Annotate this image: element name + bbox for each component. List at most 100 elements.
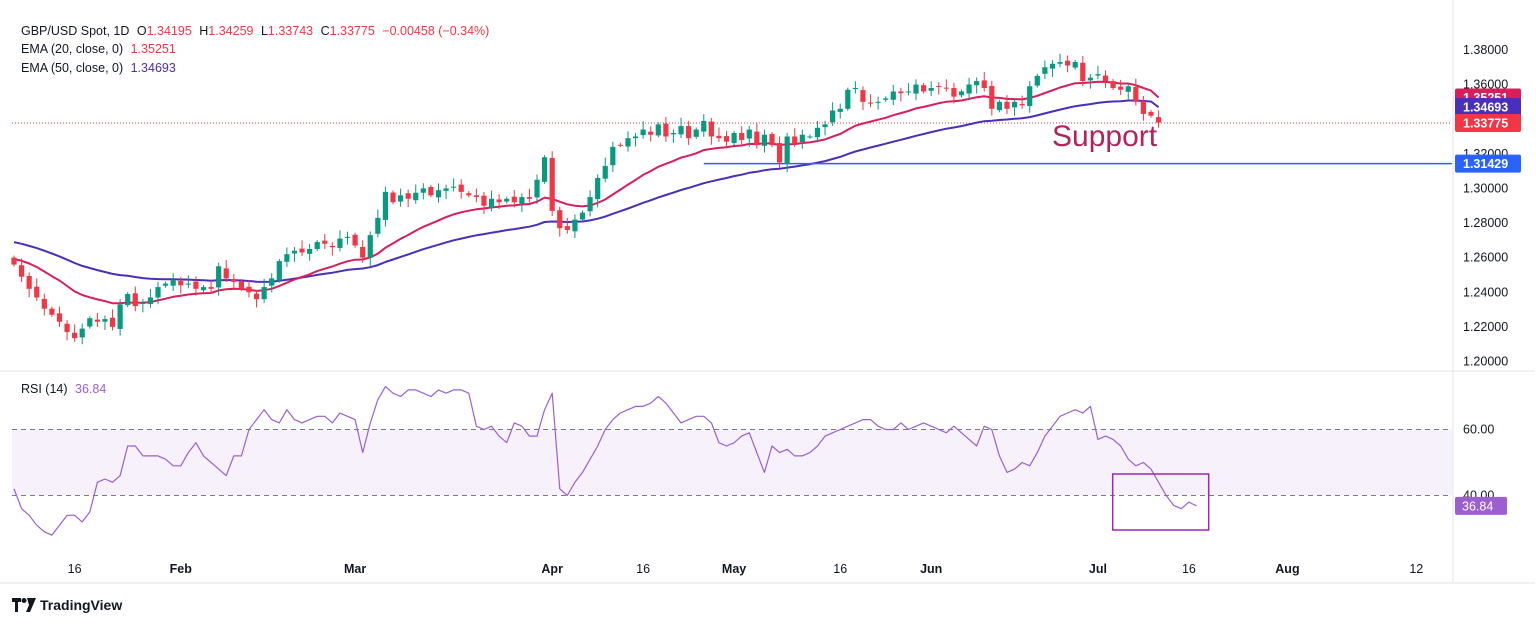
candle-body — [822, 124, 828, 128]
candle-body — [595, 178, 601, 200]
candle-body — [140, 302, 146, 305]
candle-body — [898, 91, 904, 94]
ohlc-legend: GBP/USD Spot, 1D O1.34195 H1.34259 L1.33… — [21, 24, 493, 38]
candle-body — [382, 191, 389, 220]
symbol-label[interactable]: GBP/USD Spot, 1D — [21, 24, 130, 38]
candle-body — [723, 136, 730, 142]
candle-body — [109, 317, 116, 327]
candle-body — [716, 135, 722, 139]
support-annotation: Support — [1052, 120, 1158, 153]
time-axis[interactable]: 16 Feb Mar Apr 16 May 16 Jun Jul 16 Aug 12 — [68, 562, 1424, 576]
price-tick-label: 1.30000 — [1463, 181, 1508, 195]
candle-body — [648, 131, 654, 135]
price-label-text: 1.33775 — [1463, 117, 1508, 131]
candle-body — [314, 242, 320, 249]
candle-body — [291, 250, 298, 254]
candle-body — [670, 133, 677, 135]
low-label: L — [260, 24, 268, 38]
candle-body — [102, 319, 108, 322]
candle-body — [913, 84, 919, 94]
open-label: O — [136, 24, 147, 38]
candle-body — [542, 157, 548, 182]
candle-body — [253, 293, 260, 300]
candle-body — [617, 144, 623, 146]
candle-body — [883, 98, 889, 100]
candle-body — [875, 101, 881, 103]
time-tick-label: May — [722, 562, 746, 576]
candle-body — [261, 287, 267, 300]
rsi-band-fill — [12, 429, 1452, 496]
candle-body — [1133, 86, 1139, 102]
price-tick-label: 1.38000 — [1463, 43, 1508, 57]
candle-body — [375, 217, 381, 234]
candle-body — [761, 134, 768, 146]
candle-body — [928, 88, 934, 91]
candle-body — [1034, 75, 1040, 86]
time-tick-label: 16 — [1182, 562, 1196, 576]
candle-body — [1140, 101, 1147, 114]
candle-body — [845, 89, 851, 109]
candle-body — [466, 193, 472, 196]
candle-body — [246, 286, 252, 293]
candle-body — [837, 108, 843, 112]
candle-body — [519, 197, 525, 204]
candle-body — [739, 133, 745, 140]
candle-body — [451, 186, 457, 188]
rsi-value: 36.84 — [75, 382, 107, 396]
rsi-label: RSI (14) — [21, 382, 68, 396]
candle-body — [397, 195, 404, 202]
candle-body — [276, 261, 282, 281]
price-tick-label: 1.22000 — [1463, 320, 1508, 334]
candle-body — [996, 101, 1002, 111]
time-tick-label: 12 — [1409, 562, 1423, 576]
candle-body — [951, 88, 957, 97]
price-tick-label: 1.20000 — [1463, 355, 1508, 369]
rsi-legend[interactable]: RSI (14) 36.84 — [21, 382, 110, 396]
ema50-value: 1.34693 — [130, 61, 176, 75]
candle-body — [428, 187, 434, 196]
candle-body — [163, 283, 169, 286]
rsi-label-text: 36.84 — [1462, 499, 1493, 513]
rsi-highlight-box — [1111, 473, 1210, 531]
candle-body — [443, 188, 449, 191]
candle-body — [322, 240, 328, 244]
time-tick-label: 16 — [833, 562, 847, 576]
candle-body — [473, 195, 479, 198]
candle-body — [117, 304, 123, 329]
candle-body — [41, 298, 47, 309]
candle-body — [200, 287, 207, 291]
candle-body — [792, 136, 798, 144]
candle-body — [943, 87, 949, 89]
candle-body — [564, 226, 570, 230]
candle-body — [958, 91, 965, 96]
tradingview-brand[interactable]: TradingView — [12, 597, 122, 613]
candle-body — [178, 280, 184, 286]
price-label-tag — [1455, 114, 1521, 133]
candle-body — [1155, 117, 1162, 123]
candle-body — [852, 88, 858, 90]
candle-body — [1065, 60, 1071, 66]
tradingview-logo-icon — [12, 598, 36, 612]
candle-body — [830, 110, 836, 123]
candle-body — [420, 188, 426, 193]
candle-body — [155, 287, 161, 298]
candle-body — [511, 196, 517, 203]
candle-body — [799, 134, 805, 143]
candle-body — [1110, 81, 1116, 89]
candle-body — [557, 210, 563, 229]
candle-body — [1102, 75, 1109, 82]
candle-body — [208, 287, 214, 289]
price-label-tag — [1455, 154, 1521, 173]
ema20-legend[interactable]: EMA (20, close, 0) 1.35251 — [21, 42, 180, 56]
candle-body — [488, 198, 495, 208]
ema50-legend[interactable]: EMA (50, close, 0) 1.34693 — [21, 61, 180, 75]
candle-body — [1004, 101, 1010, 109]
candle-body — [526, 197, 533, 199]
ema20-line — [13, 80, 1160, 305]
candle-body — [231, 279, 237, 282]
candle-body — [49, 308, 55, 315]
price-axis[interactable]: 1.20000 1.22000 1.24000 1.26000 1.28000 1.300… — [1455, 43, 1521, 515]
ema20-series — [13, 80, 1160, 305]
